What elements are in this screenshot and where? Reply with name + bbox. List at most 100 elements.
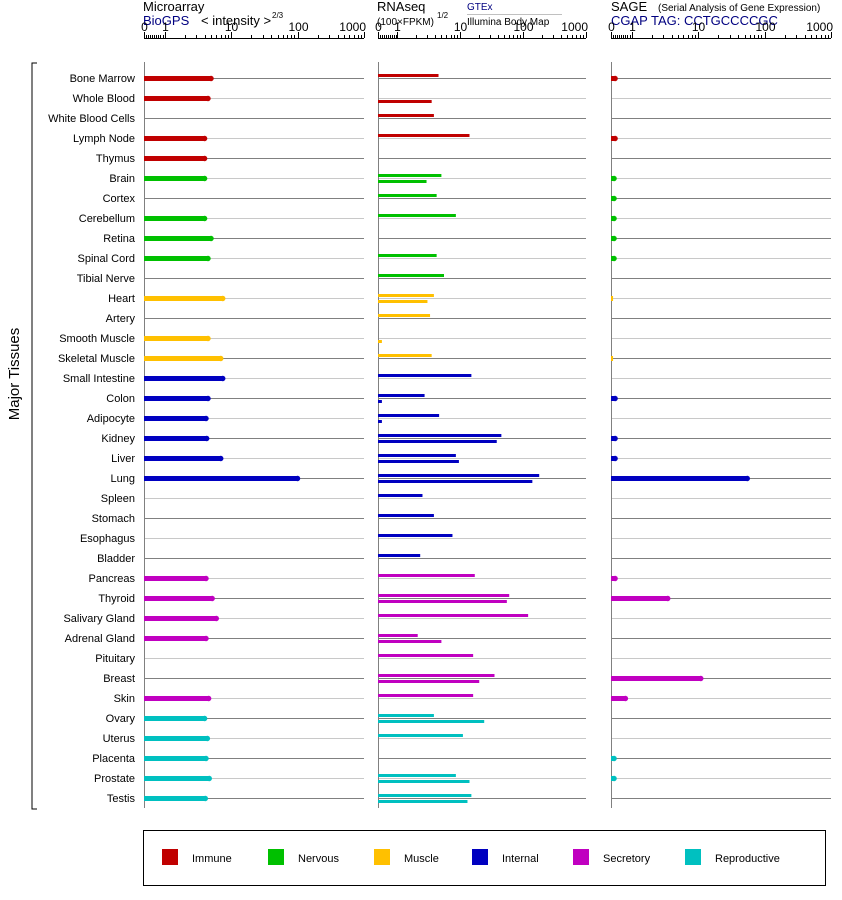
- bar: [378, 574, 475, 577]
- bar: [144, 376, 223, 381]
- legend-label: Muscle: [404, 853, 439, 865]
- legend-item-reproductive: Reproductive: [685, 849, 780, 865]
- row-label: Brain: [109, 173, 135, 185]
- bar-cap: [612, 575, 618, 582]
- row-label: Small Intestine: [63, 373, 135, 385]
- rnaseq-source-illumina: Illumina Body Map: [467, 17, 550, 28]
- bar: [378, 354, 432, 357]
- bar: [611, 676, 701, 681]
- row-label: Retina: [103, 233, 136, 245]
- bar-cap: [203, 415, 209, 422]
- bar-cap: [220, 295, 226, 302]
- bar: [378, 100, 432, 103]
- row-label: Spleen: [101, 493, 135, 505]
- legend-item-internal: Internal: [472, 849, 539, 865]
- row-label: White Blood Cells: [48, 113, 135, 125]
- bar-cap: [698, 675, 704, 682]
- bar: [378, 254, 437, 257]
- row-label: Cerebellum: [79, 213, 135, 225]
- bar-cap: [220, 375, 226, 382]
- microarray-title: Microarray: [143, 0, 205, 14]
- row-label: Spinal Cord: [78, 253, 135, 265]
- bar-cap: [744, 475, 750, 482]
- bar-cap: [203, 755, 209, 762]
- tick-label: 1000: [806, 20, 833, 34]
- legend-item-secretory: Secretory: [573, 849, 651, 865]
- microarray-scale-label: < intensity >: [201, 13, 271, 28]
- legend-swatch: [685, 849, 701, 865]
- bar-cap: [206, 775, 212, 782]
- bar: [144, 696, 209, 701]
- row-labels: Bone Marrow Whole Blood White Blood Cells L…: [48, 73, 136, 805]
- row-label: Ovary: [106, 713, 136, 725]
- series-cgap: [611, 75, 750, 782]
- bar: [144, 216, 205, 221]
- bar: [144, 256, 209, 261]
- row-label: Heart: [108, 293, 135, 305]
- legend-label: Reproductive: [715, 853, 780, 865]
- legend-label: Secretory: [603, 853, 651, 865]
- legend-label: Internal: [502, 853, 539, 865]
- row-label: Placenta: [92, 753, 136, 765]
- bar-cap: [612, 395, 618, 402]
- tick-label: 1: [162, 20, 169, 34]
- bar: [378, 640, 442, 643]
- bar: [378, 680, 480, 683]
- legend-swatch: [374, 849, 390, 865]
- row-label: Cortex: [103, 193, 136, 205]
- bar: [611, 356, 614, 361]
- bar: [378, 720, 485, 723]
- bar: [378, 594, 510, 597]
- bar: [378, 774, 456, 777]
- bar: [144, 596, 213, 601]
- rnaseq-unit-exponent: 1/2: [437, 11, 449, 20]
- bar: [378, 420, 382, 423]
- bar: [378, 274, 444, 277]
- bar-cap: [201, 175, 208, 182]
- bar: [144, 756, 207, 761]
- series-biogps: [144, 75, 301, 802]
- bar-cap: [205, 395, 211, 402]
- row-label: Salivary Gland: [63, 613, 135, 625]
- bar: [378, 394, 425, 397]
- bar-layer: [144, 74, 750, 803]
- bar: [144, 456, 221, 461]
- bar: [378, 634, 418, 637]
- row-label: Thymus: [96, 153, 136, 165]
- bar: [378, 74, 439, 77]
- bar: [144, 616, 217, 621]
- bar-cap: [218, 355, 224, 362]
- row-label: Stomach: [92, 513, 135, 525]
- bar: [144, 476, 298, 481]
- bar-cap: [201, 715, 208, 722]
- sage-header: SAGE (Serial Analysis of Gene Expression…: [611, 0, 820, 28]
- bar: [378, 374, 472, 377]
- bar: [378, 340, 382, 343]
- bar-cap: [209, 595, 215, 602]
- tick-label: 0: [141, 20, 148, 34]
- bar: [611, 696, 626, 701]
- bar-cap: [205, 335, 211, 342]
- row-label: Liver: [111, 453, 135, 465]
- bar: [378, 294, 434, 297]
- microarray-scale-exponent: 2/3: [272, 11, 284, 20]
- legend-item-immune: Immune: [162, 849, 232, 865]
- sage-panel: [611, 62, 831, 808]
- bar-cap: [203, 575, 209, 582]
- bar-cap: [201, 155, 208, 162]
- bar-cap: [612, 135, 618, 142]
- tick-label: 0: [375, 20, 382, 34]
- bar: [144, 236, 212, 241]
- tick-label: 1: [394, 20, 401, 34]
- row-label: Lung: [111, 473, 135, 485]
- bar-cap: [611, 195, 617, 202]
- tick-label: 100: [513, 20, 533, 34]
- bar-cap: [205, 95, 211, 102]
- bar: [378, 134, 470, 137]
- bar: [144, 716, 205, 721]
- bar: [144, 576, 207, 581]
- bar-cap: [612, 75, 618, 82]
- bar: [378, 674, 495, 677]
- bar: [144, 736, 208, 741]
- bar: [378, 494, 423, 497]
